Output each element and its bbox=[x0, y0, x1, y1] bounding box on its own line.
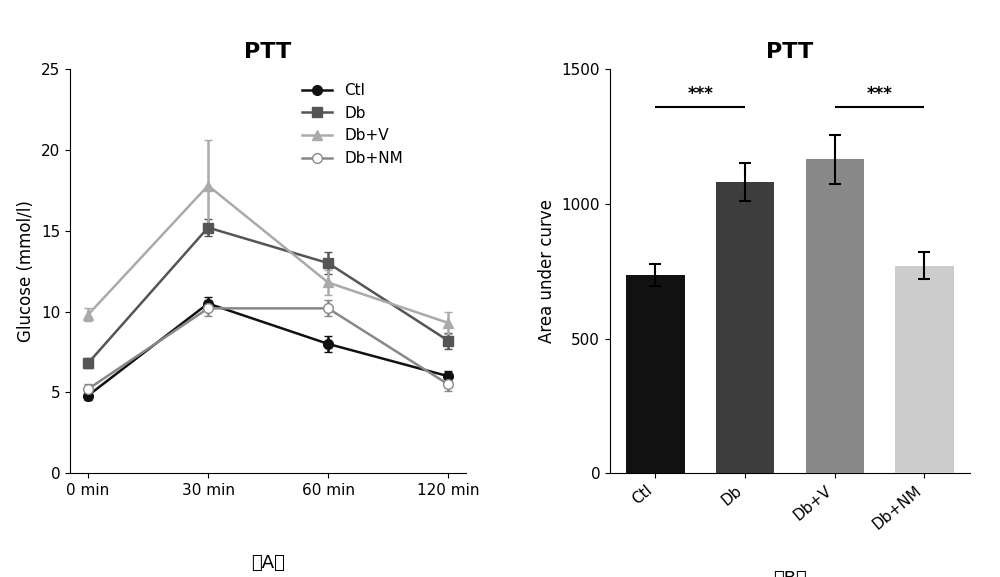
Title: PTT: PTT bbox=[244, 42, 292, 62]
Y-axis label: Area under curve: Area under curve bbox=[538, 199, 556, 343]
Text: （A）: （A） bbox=[251, 554, 285, 572]
Y-axis label: Glucose (mmol/l): Glucose (mmol/l) bbox=[17, 200, 35, 342]
Text: （B）: （B） bbox=[773, 570, 807, 577]
Legend: Ctl, Db, Db+V, Db+NM: Ctl, Db, Db+V, Db+NM bbox=[296, 77, 409, 172]
Text: ***: *** bbox=[867, 85, 893, 103]
Title: PTT: PTT bbox=[766, 42, 814, 62]
Bar bbox=[806, 159, 864, 473]
Text: ***: *** bbox=[687, 85, 713, 103]
Bar bbox=[626, 275, 685, 473]
Bar bbox=[716, 182, 774, 473]
Bar bbox=[895, 266, 954, 473]
